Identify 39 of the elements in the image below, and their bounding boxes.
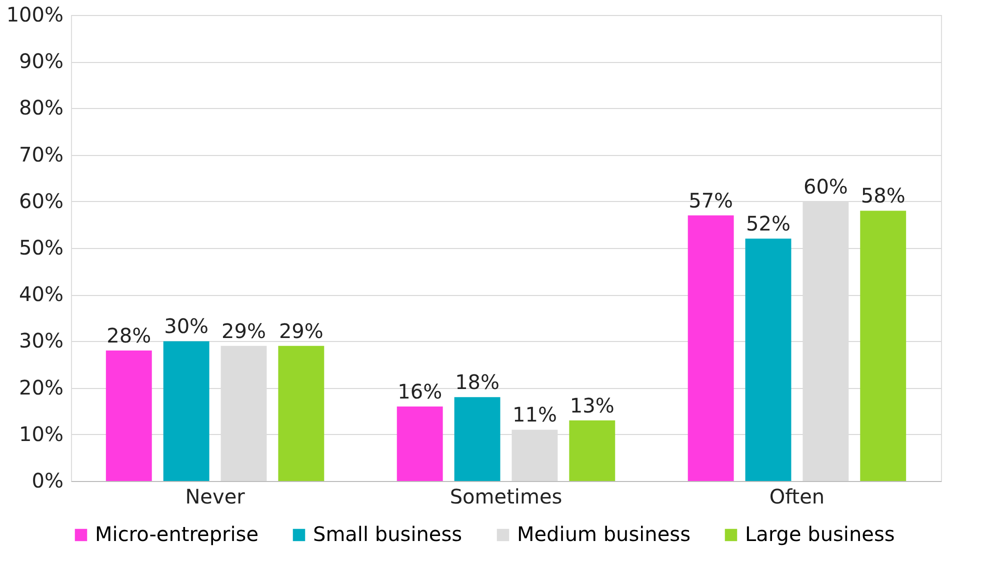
bar [688, 215, 734, 481]
bar [106, 350, 152, 481]
legend-label: Large business [745, 522, 895, 546]
y-tick-label: 50% [19, 236, 64, 260]
bar [163, 341, 210, 481]
data-label: 60% [803, 174, 848, 198]
data-label: 13% [570, 393, 614, 418]
x-tick-label: Never [185, 484, 246, 508]
data-label: 18% [455, 370, 500, 394]
data-label: 29% [222, 318, 266, 343]
y-tick-label: 100% [6, 2, 64, 26]
y-tick-label: 90% [19, 49, 64, 74]
x-tick-label: Often [769, 484, 825, 508]
y-tick-label: 70% [19, 142, 64, 166]
data-label: 52% [746, 212, 790, 236]
bar [278, 346, 324, 481]
y-tick-label: 40% [19, 282, 64, 306]
x-tick-label: Sometimes [450, 484, 562, 508]
data-label: 58% [860, 184, 906, 208]
bar [396, 406, 443, 481]
data-label: 29% [278, 318, 324, 343]
y-tick-label: 30% [19, 328, 64, 353]
bar [569, 420, 616, 481]
bar [860, 210, 906, 481]
legend-label: Medium business [517, 522, 690, 546]
legend-label: Micro-entreprise [95, 522, 259, 546]
y-tick-label: 10% [19, 422, 64, 446]
y-tick-label: 80% [19, 96, 64, 120]
data-label: 28% [106, 324, 152, 348]
data-label: 11% [512, 402, 557, 427]
legend-label: Small business [313, 522, 462, 546]
data-label: 16% [398, 379, 442, 404]
data-label: 30% [164, 314, 209, 338]
bar [454, 397, 500, 481]
y-tick-label: 20% [19, 375, 64, 400]
y-tick-label: 0% [32, 468, 64, 492]
data-label: 57% [688, 188, 734, 212]
bar [745, 238, 792, 481]
y-tick-label: 60% [19, 188, 64, 213]
